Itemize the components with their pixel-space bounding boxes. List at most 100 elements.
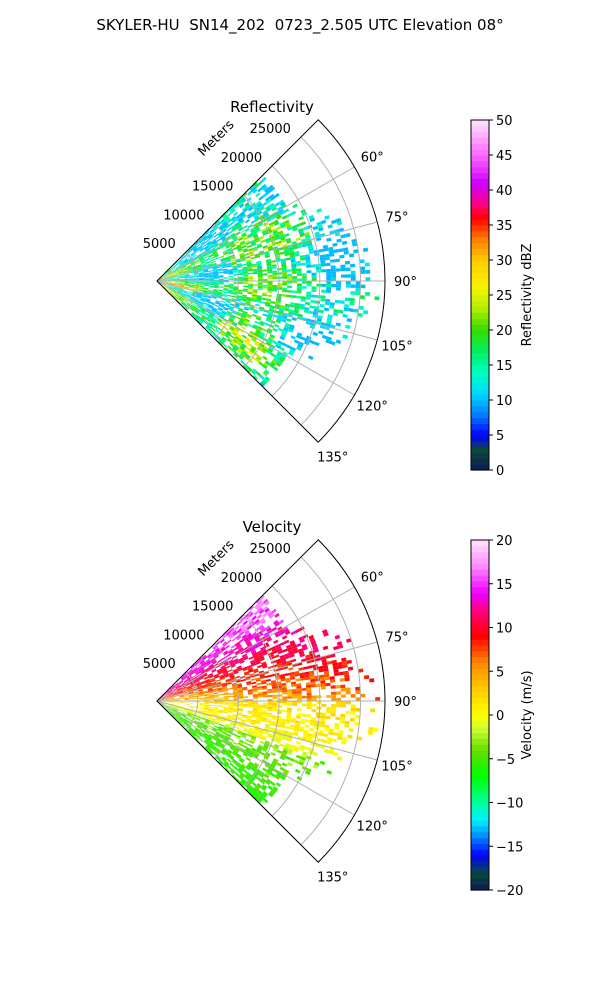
echo-cell (200, 309, 205, 313)
echo-cell (263, 744, 269, 749)
echo-cell (223, 661, 229, 666)
echo-cell (238, 347, 244, 353)
echo-cell (185, 673, 190, 678)
echo-cell (298, 667, 304, 671)
echo-cell (221, 757, 226, 762)
echo-cell (233, 705, 239, 707)
echo-cell (244, 672, 250, 676)
echo-cell (272, 285, 278, 288)
echo-cell (239, 739, 245, 744)
echo-cell (217, 710, 223, 713)
echo-cell (233, 631, 239, 637)
radial-tick-label: 20000 (221, 151, 262, 166)
echo-cell (352, 242, 358, 247)
echo-cell (257, 691, 263, 694)
echo-cell (259, 381, 265, 387)
echo-cell (246, 716, 252, 720)
echo-cell (240, 344, 246, 350)
echo-cell (244, 750, 250, 754)
echo-cell (251, 296, 257, 299)
echo-cell (264, 763, 270, 769)
echo-cell (321, 703, 327, 707)
echo-cell (185, 716, 191, 720)
echo-cell (312, 331, 319, 337)
echo-cell (257, 282, 263, 285)
echo-cell (257, 284, 263, 287)
echo-cell (247, 753, 253, 758)
echo-cell (242, 192, 248, 198)
echo-cell (206, 261, 211, 264)
echo-cell (287, 696, 293, 699)
echo-cell (285, 224, 292, 229)
echo-cell (251, 716, 257, 719)
echo-cell (163, 286, 167, 290)
echo-cell (350, 284, 356, 288)
echo-cell (184, 696, 190, 698)
echo-cell (301, 695, 307, 699)
echo-cell (272, 270, 278, 273)
colorbar-segment (471, 353, 489, 360)
echo-cell (305, 234, 311, 239)
echo-cell (178, 717, 183, 722)
echo-cell (266, 198, 272, 204)
echo-cell (337, 665, 343, 669)
echo-cell (179, 280, 185, 281)
echo-cell (249, 605, 255, 611)
echo-cell (220, 257, 226, 261)
echo-cell (208, 290, 213, 293)
echo-cell (210, 657, 215, 662)
echo-cell (243, 769, 249, 774)
echo-cell (277, 351, 283, 356)
echo-cell (200, 299, 205, 303)
echo-cell (189, 278, 195, 280)
echo-cell (227, 269, 233, 271)
echo-cell (198, 273, 204, 276)
echo-cell (160, 697, 165, 700)
echo-cell (163, 273, 168, 277)
echo-cell (169, 277, 175, 279)
echo-cell (315, 714, 321, 719)
colorbar-segment (471, 120, 489, 127)
echo-cell (244, 318, 250, 323)
echo-cell (333, 725, 340, 730)
echo-cell (266, 648, 272, 652)
echo-cell (183, 679, 189, 683)
echo-cell (179, 285, 185, 288)
echo-cell (203, 693, 209, 696)
echo-cell (267, 690, 273, 694)
echo-cell (216, 668, 222, 672)
echo-cell (169, 278, 175, 280)
echo-cell (255, 239, 261, 244)
echo-cell (242, 635, 248, 641)
echo-cell (241, 297, 247, 300)
echo-cell (179, 284, 185, 286)
echo-cell (253, 224, 260, 229)
echo-cell (229, 661, 235, 666)
echo-cell (191, 304, 197, 309)
echo-cell (257, 275, 263, 278)
echo-cell (211, 659, 217, 664)
echo-cell (205, 745, 211, 750)
echo-cell (200, 259, 205, 263)
echo-cell (227, 212, 232, 217)
echo-cell (276, 215, 282, 220)
echo-cell (167, 691, 173, 695)
echo-cell (221, 731, 227, 735)
echo-cell (188, 269, 193, 272)
echo-cell (207, 241, 212, 246)
echo-cell (294, 302, 301, 307)
echo-cell (266, 350, 272, 355)
echo-cell (282, 283, 288, 286)
echo-cell (236, 680, 242, 683)
echo-cell (370, 708, 376, 713)
echo-cell (259, 779, 265, 785)
echo-cell (343, 307, 349, 312)
echo-cell (243, 273, 248, 275)
echo-cell (350, 707, 356, 712)
echo-cell (208, 691, 214, 693)
echo-cell (316, 695, 322, 699)
echo-cell (243, 727, 249, 731)
echo-cell (221, 633, 227, 638)
echo-cell (281, 687, 287, 691)
echo-cell (243, 363, 249, 369)
